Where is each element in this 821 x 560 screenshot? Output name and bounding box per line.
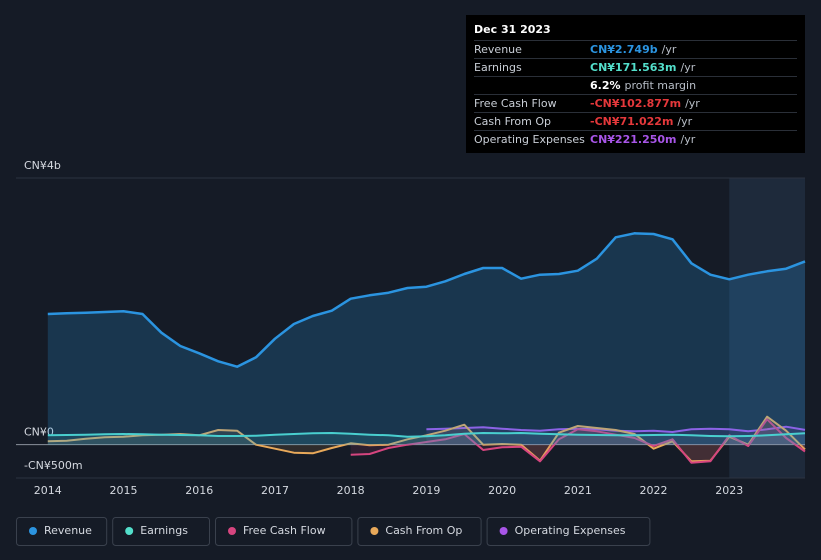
x-tick-label: 2017 (261, 484, 289, 497)
row-label: Earnings (474, 61, 522, 74)
row-unit: /yr (661, 43, 677, 56)
y-tick-label: CN¥0 (24, 426, 54, 439)
row-value: CN¥2.749b (590, 43, 658, 56)
row-label: Revenue (474, 43, 522, 56)
series-line (47, 432, 806, 438)
legend-box[interactable] (215, 517, 353, 546)
row-value: -CN¥71.022m (590, 115, 674, 128)
series-area (350, 419, 805, 463)
tooltip-row: Free Cash Flow -CN¥102.877m/yr (474, 94, 797, 112)
x-tick-label: 2016 (185, 484, 213, 497)
series-line (47, 232, 806, 368)
tooltip-row: Cash From Op -CN¥71.022m/yr (474, 112, 797, 130)
legend-box[interactable] (357, 517, 482, 546)
tooltip-row: Earnings CN¥171.563m/yr (474, 58, 797, 76)
y-tick-label: CN¥4b (24, 159, 61, 172)
x-tick-label: 2023 (715, 484, 743, 497)
x-tick-label: 2018 (337, 484, 365, 497)
legend-dot (228, 527, 236, 535)
legend-item[interactable]: Cash From Op (357, 517, 482, 546)
legend-label: Revenue (44, 524, 92, 537)
legend-dot (499, 527, 508, 535)
legend-label: Cash From Op (385, 524, 462, 537)
tooltip-row: 6.2% profit margin (474, 76, 797, 94)
row-value: -CN¥102.877m (590, 97, 682, 110)
row-unit: /yr (680, 133, 696, 146)
row-unit: /yr (677, 115, 693, 128)
tooltip-date: Dec 31 2023 (474, 23, 551, 36)
row-value: CN¥171.563m (590, 61, 677, 74)
x-tick-label: 2020 (488, 484, 516, 497)
tooltip: Dec 31 2023 Revenue CN¥2.749b/yr Earnings C… (466, 15, 805, 153)
row-unit: /yr (685, 97, 700, 110)
tooltip-row: Operating Expenses CN¥221.250m/yr (474, 130, 797, 148)
legend-label: Operating Expenses (515, 524, 626, 537)
legend-dot (125, 527, 134, 535)
legend-dot (370, 527, 379, 535)
legend-box[interactable] (112, 517, 210, 546)
y-tick-label: -CN¥500m (24, 459, 83, 472)
x-tick-label: 2019 (412, 484, 440, 497)
legend-box[interactable] (486, 517, 651, 546)
legend-box[interactable] (16, 517, 108, 546)
tooltip-row: Revenue CN¥2.749b/yr (474, 40, 797, 58)
legend-dot (29, 527, 37, 535)
row-value: 6.2% (590, 79, 621, 92)
x-tick-label: 2022 (640, 484, 668, 497)
legend-label: Free Cash Flow (243, 524, 326, 537)
x-tick-label: 2015 (110, 484, 138, 497)
row-unit: profit margin (624, 79, 697, 92)
x-tick-label: 2014 (34, 484, 62, 497)
legend-item[interactable]: Revenue (16, 517, 108, 546)
x-tick-label: 2021 (564, 484, 592, 497)
legend-item[interactable]: Operating Expenses (486, 517, 651, 546)
row-value: CN¥221.250m (590, 133, 677, 146)
row-label: Cash From Op (474, 115, 552, 128)
row-label: Operating Expenses (474, 133, 585, 146)
series-area (47, 233, 806, 445)
tooltip-rows: Revenue CN¥2.749b/yr Earnings CN¥171.563m/y… (474, 40, 797, 148)
legend-item[interactable]: Free Cash Flow (215, 517, 353, 546)
row-unit: /yr (680, 61, 696, 74)
row-label: Free Cash Flow (474, 97, 557, 110)
legend-item[interactable]: Earnings (112, 517, 210, 546)
legend-label: Earnings (140, 524, 188, 537)
series-area (47, 416, 806, 462)
